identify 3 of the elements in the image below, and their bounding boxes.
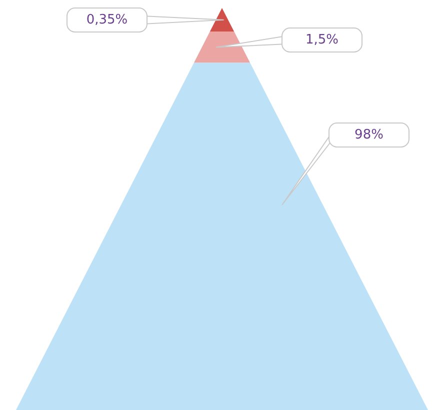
data-label: 1,5%	[305, 32, 339, 48]
data-label: 0,35%	[86, 12, 128, 28]
data-label: 98%	[354, 127, 384, 142]
